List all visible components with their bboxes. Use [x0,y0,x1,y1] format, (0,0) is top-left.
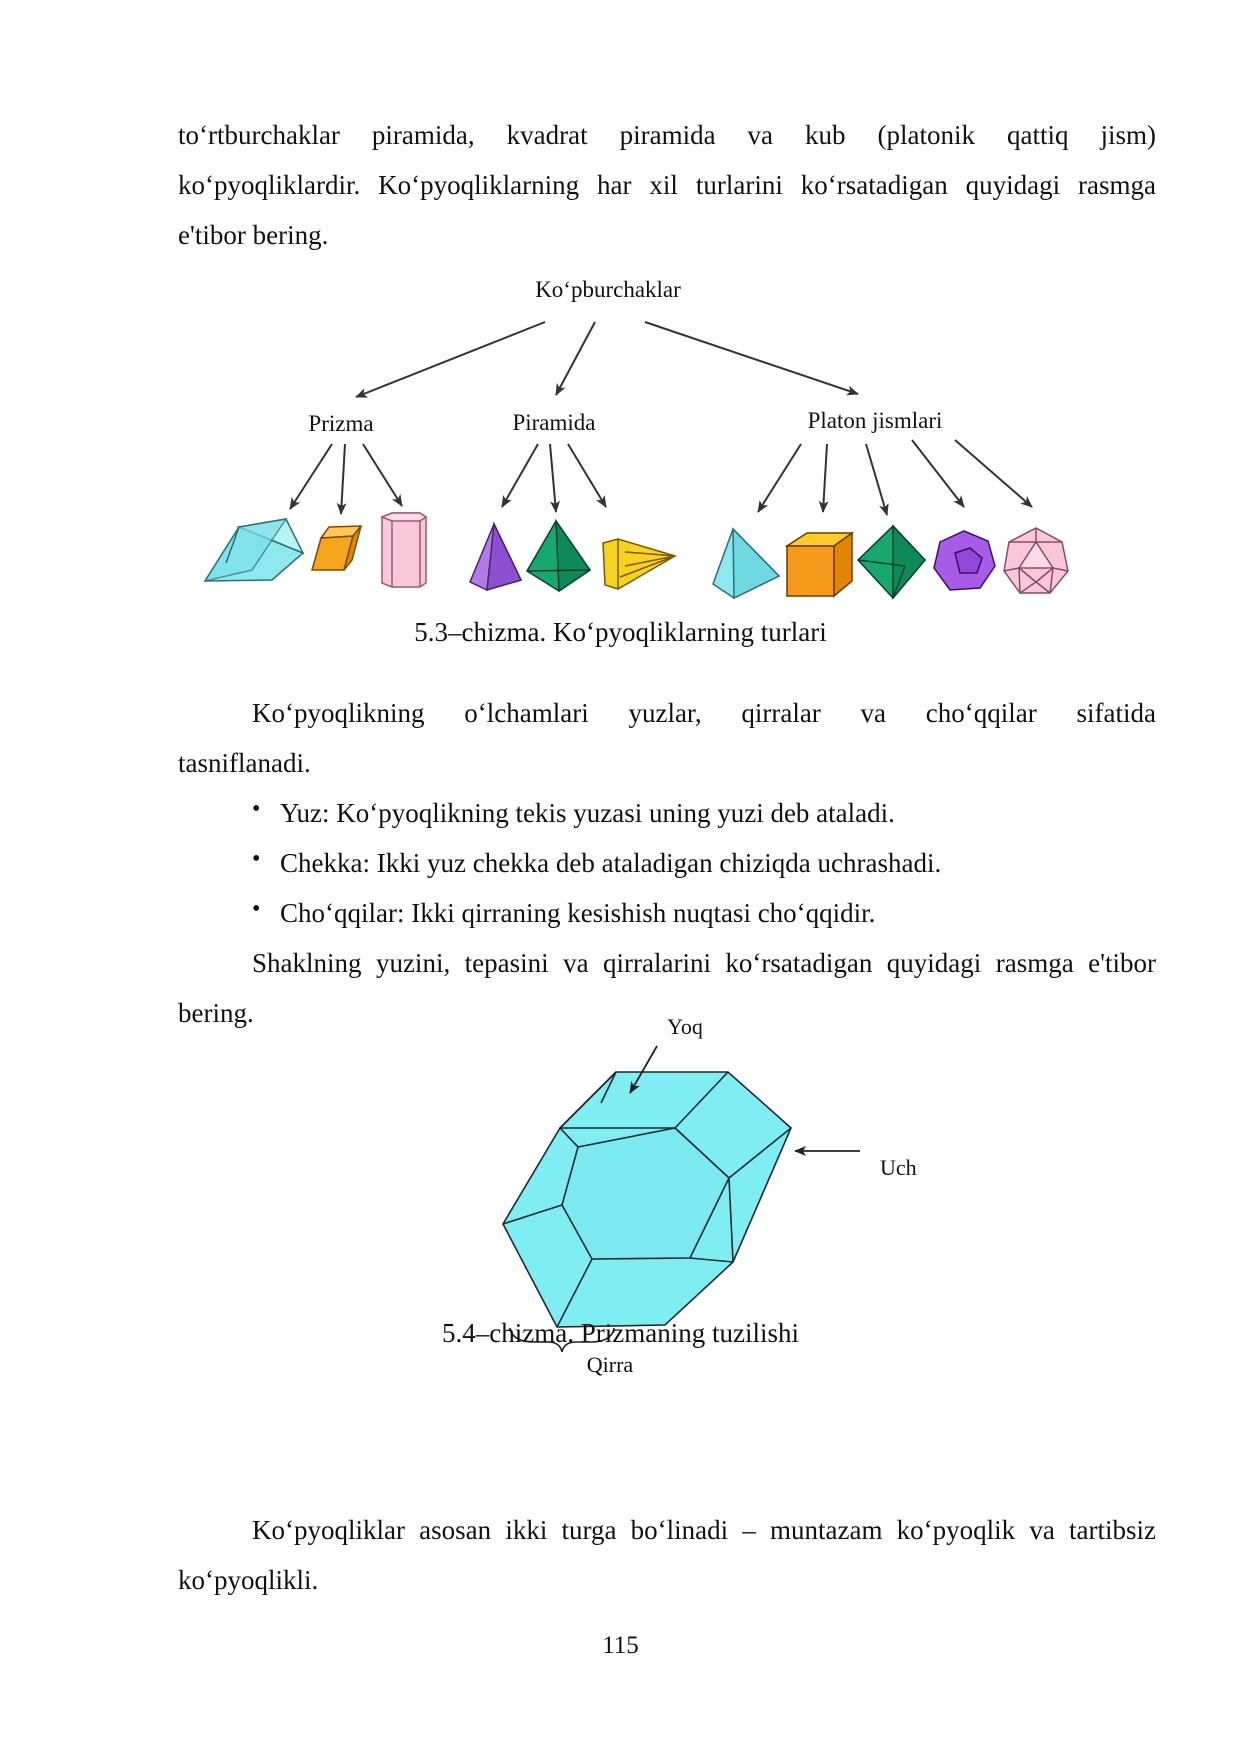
page-number: 115 [602,1632,639,1659]
section-line-2: tasniflanadi. [178,748,311,778]
square-pyramid-shape [525,518,592,593]
closing-line-1: Ko‘pyoqliklar asosan ikki turga bo‘linad… [252,1515,1156,1545]
edge-brace [509,1327,615,1353]
dodecahedron-shape [933,530,996,591]
tree-arrows [289,321,1033,516]
intro-line-3: e'tibor bering. [178,220,329,250]
tetrahedron-shape [712,527,781,600]
annotation-arrows [509,1045,860,1353]
hexagonal-pyramid-shape [602,538,677,590]
triangular-prism-shape [203,517,305,583]
branch-label-pyramid: Piramida [512,410,595,435]
vertex-label: Uch [880,1155,917,1180]
triangular-pyramid-shape [469,521,523,592]
section-line-1: Ko‘pyoqlikning o‘lchamlari yuzlar, qirra… [252,698,1156,728]
icosahedron-shape [1003,527,1069,594]
parallelepiped-shape [311,525,363,571]
figure-5-3-caption: 5.3–chizma. Ko‘pyoqliklarning turlari [414,617,827,647]
hexagonal-prism-shape [379,512,428,588]
bullet-edge: Chekka: Ikki yuz chekka deb ataladigan c… [280,848,942,878]
polyhedra-classification-figure: Ko‘pburchaklar Prizma Piramida Platon ji… [203,277,1069,601]
bullet-face: Yuz: Ko‘pyoqlikning tekis yuzasi uning y… [280,798,895,828]
closing-line-2: ko‘pyoqlikli. [178,1565,319,1595]
bullet-dot: • [252,846,261,872]
bullet-dot: • [252,896,261,922]
cube-shape [784,531,855,598]
branch-label-prism: Prizma [308,411,373,436]
intro-line-1: to‘rtburchaklar piramida, kvadrat pirami… [178,120,1156,150]
prism-structure-figure: Yoq Uch Qirra [502,1014,917,1377]
section-line-4: bering. [178,998,254,1028]
bullet-dot: • [252,796,261,822]
octahedron-shape [856,524,927,601]
root-label: Ko‘pburchaklar [535,277,681,302]
bullet-vertex: Cho‘qqilar: Ikki qirraning kesishish nuq… [280,898,876,928]
edge-label: Qirra [587,1352,634,1377]
figure-5-4-caption: 5.4–chizma. Prizmaning tuzilishi [442,1318,799,1348]
branch-label-platonic: Platon jismlari [808,408,943,433]
rhombic-polyhedron-shape [502,1071,792,1328]
face-label: Yoq [667,1014,703,1039]
section-line-3: Shaklning yuzini, tepasini va qirralarin… [252,948,1156,978]
intro-line-2: ko‘pyoqliklardir. Ko‘pyoqliklarning har … [178,170,1156,200]
